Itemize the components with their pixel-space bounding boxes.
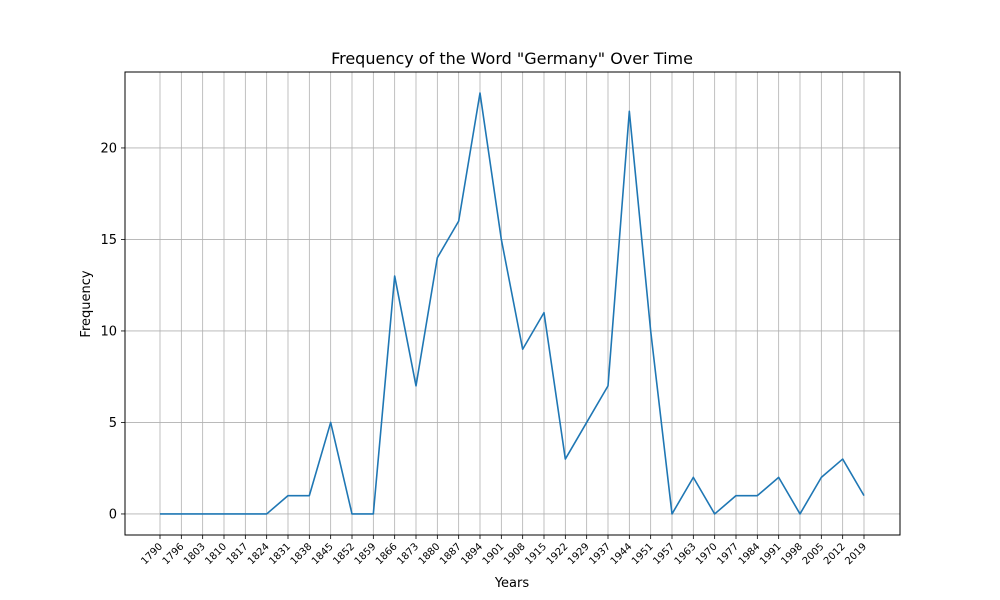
x-axis-label: Years bbox=[494, 576, 530, 591]
y-tick-label: 0 bbox=[109, 507, 117, 522]
y-tick-label: 10 bbox=[100, 324, 117, 339]
grid-layer bbox=[125, 72, 900, 535]
y-tick-label: 15 bbox=[100, 233, 117, 248]
chart-title: Frequency of the Word "Germany" Over Tim… bbox=[331, 49, 693, 68]
y-axis-label: Frequency bbox=[79, 270, 94, 337]
y-tick-label: 5 bbox=[109, 416, 117, 431]
series-line bbox=[160, 92, 865, 515]
y-tick-label: 20 bbox=[100, 141, 117, 156]
plot-frame bbox=[124, 71, 901, 536]
series-layer bbox=[160, 92, 865, 515]
